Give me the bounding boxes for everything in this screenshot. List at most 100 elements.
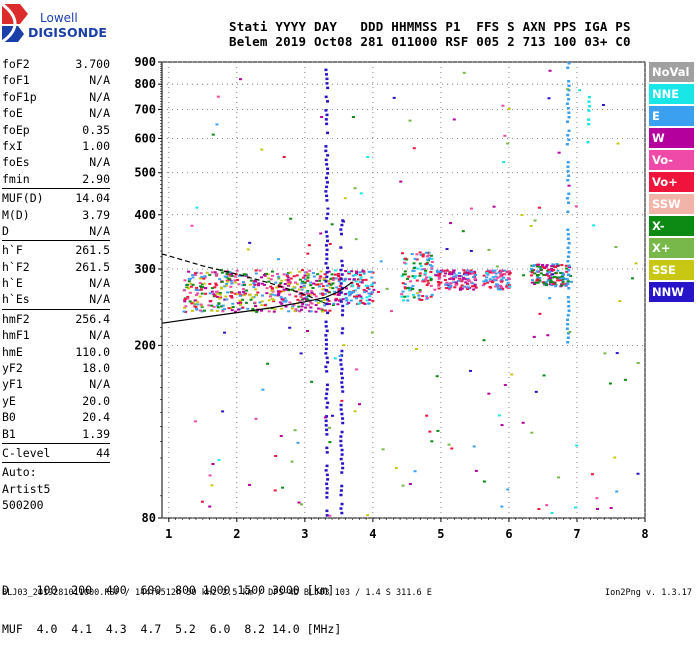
echo-mark	[314, 295, 318, 298]
file-info-footer: BLJ03_2019281011000.RSF / 144fx512h 50 k…	[2, 588, 432, 598]
scatter-mark	[566, 88, 570, 91]
echo-mark	[241, 306, 245, 309]
echo-mark	[311, 272, 315, 275]
scatter-mark	[381, 448, 385, 451]
stripe-mark	[325, 383, 329, 387]
echo-mark	[200, 310, 204, 313]
scatter-mark	[532, 335, 536, 338]
echo-mark	[199, 272, 203, 275]
stripe-mark	[324, 190, 328, 193]
echo-mark	[316, 283, 320, 286]
echo-mark	[215, 290, 219, 293]
echo-mark	[429, 279, 433, 282]
echo-mark	[449, 285, 453, 288]
echo-mark	[418, 251, 422, 254]
echo-mark	[347, 294, 351, 297]
scatter-mark	[573, 506, 577, 509]
echo-mark	[470, 270, 474, 273]
echo-mark	[424, 251, 428, 254]
echo-mark	[196, 292, 200, 295]
echo-mark	[368, 298, 372, 301]
scatter-mark	[299, 352, 303, 355]
scatter-mark	[548, 297, 552, 300]
echo-mark	[482, 274, 486, 277]
echo-mark	[556, 279, 560, 282]
echo-mark	[471, 276, 475, 279]
echo-mark	[238, 292, 242, 295]
stripe-mark	[567, 305, 571, 308]
scatter-mark	[568, 330, 572, 333]
echo-mark	[350, 270, 354, 273]
echo-mark	[505, 270, 509, 273]
scatter-mark	[452, 118, 456, 121]
echo-mark	[294, 295, 298, 298]
echo-mark	[361, 301, 365, 304]
stripe-mark	[324, 244, 328, 247]
param-label: h`F	[2, 243, 23, 258]
scatter-mark	[193, 303, 197, 306]
echo-mark	[303, 281, 307, 284]
x-trace-line	[161, 253, 326, 304]
echo-mark	[418, 290, 422, 293]
echo-mark	[314, 310, 318, 313]
stripe-mark	[324, 424, 328, 427]
echo-mark	[208, 282, 212, 285]
echo-mark	[505, 286, 509, 289]
stripe-mark	[326, 131, 330, 135]
echo-mark	[359, 299, 363, 302]
echo-mark	[331, 282, 335, 285]
scatter-mark	[428, 430, 432, 433]
echo-mark	[241, 290, 245, 293]
echo-mark	[225, 298, 229, 301]
echo-mark	[463, 285, 467, 288]
stripe-mark	[325, 433, 329, 436]
echo-mark	[277, 292, 281, 295]
echo-mark	[544, 281, 548, 284]
echo-mark	[570, 280, 574, 283]
y-tick-label: 500	[134, 166, 156, 180]
y-tick-label: 900	[134, 55, 156, 69]
echo-mark	[202, 309, 206, 312]
echo-mark	[275, 272, 279, 275]
echo-mark	[199, 303, 203, 306]
echo-mark	[535, 270, 539, 273]
echo-mark	[452, 275, 456, 278]
stripe-mark	[566, 179, 570, 182]
echo-mark	[367, 302, 371, 305]
echo-mark	[418, 272, 422, 275]
echo-mark	[199, 309, 203, 312]
stripe-mark	[339, 457, 343, 461]
stripe-mark	[339, 358, 343, 362]
echo-mark	[221, 310, 225, 313]
echo-mark	[303, 306, 307, 309]
echo-mark	[485, 270, 489, 273]
echo-mark	[437, 274, 441, 277]
param-row: hmF2 256.4	[2, 311, 110, 327]
stripe-mark	[566, 282, 570, 285]
echo-mark	[236, 302, 240, 305]
scatter-mark	[529, 224, 533, 227]
echo-mark	[443, 278, 447, 281]
echo-mark	[309, 301, 313, 304]
scatter-mark	[323, 416, 327, 419]
scatter-mark	[310, 380, 314, 383]
echo-mark	[306, 272, 310, 275]
echo-mark	[538, 266, 542, 269]
echo-mark	[288, 301, 292, 304]
echo-mark	[530, 269, 534, 272]
stripe-mark	[340, 412, 344, 416]
scatter-mark	[353, 410, 357, 413]
param-separator	[2, 188, 110, 190]
echo-mark	[495, 285, 499, 288]
param-row: h`F2 261.5	[2, 259, 110, 275]
echo-mark	[352, 278, 356, 281]
stripe-mark	[340, 381, 344, 384]
param-value: 256.4	[75, 311, 110, 326]
echo-mark	[223, 298, 227, 301]
stripe-mark	[325, 248, 329, 252]
stripe-mark	[326, 266, 330, 270]
echo-mark	[241, 284, 245, 287]
echo-mark	[200, 292, 204, 295]
stripe-mark	[325, 491, 329, 495]
scatter-mark	[542, 374, 546, 377]
